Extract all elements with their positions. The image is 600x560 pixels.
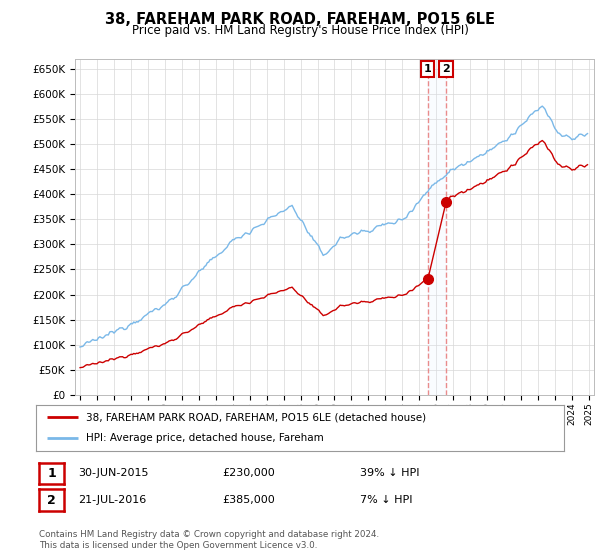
Text: 38, FAREHAM PARK ROAD, FAREHAM, PO15 6LE: 38, FAREHAM PARK ROAD, FAREHAM, PO15 6LE xyxy=(105,12,495,27)
Text: 1: 1 xyxy=(47,466,56,480)
Text: HPI: Average price, detached house, Fareham: HPI: Average price, detached house, Fare… xyxy=(86,433,324,444)
Text: 7% ↓ HPI: 7% ↓ HPI xyxy=(360,495,413,505)
Text: 1: 1 xyxy=(424,64,431,74)
Text: £385,000: £385,000 xyxy=(222,495,275,505)
Text: 39% ↓ HPI: 39% ↓ HPI xyxy=(360,468,419,478)
Text: 21-JUL-2016: 21-JUL-2016 xyxy=(78,495,146,505)
Text: Price paid vs. HM Land Registry's House Price Index (HPI): Price paid vs. HM Land Registry's House … xyxy=(131,24,469,36)
Text: 38, FAREHAM PARK ROAD, FAREHAM, PO15 6LE (detached house): 38, FAREHAM PARK ROAD, FAREHAM, PO15 6LE… xyxy=(86,412,426,422)
Bar xyxy=(428,59,446,395)
Text: 2: 2 xyxy=(47,493,56,507)
Text: Contains HM Land Registry data © Crown copyright and database right 2024.
This d: Contains HM Land Registry data © Crown c… xyxy=(39,530,379,550)
Text: £230,000: £230,000 xyxy=(222,468,275,478)
Text: 2: 2 xyxy=(442,64,450,74)
Text: 30-JUN-2015: 30-JUN-2015 xyxy=(78,468,149,478)
